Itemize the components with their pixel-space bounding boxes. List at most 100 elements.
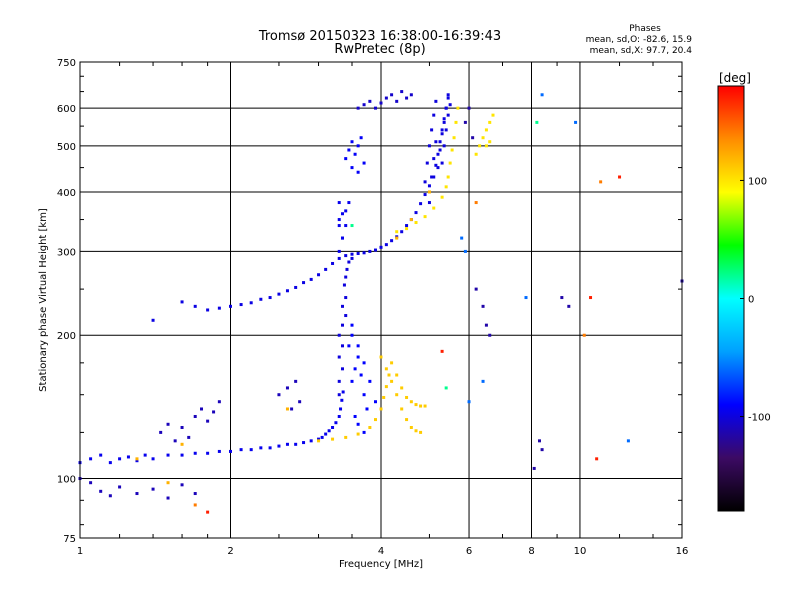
data-point — [344, 275, 348, 279]
data-point — [440, 349, 444, 353]
data-point — [337, 393, 341, 397]
data-point — [229, 304, 232, 308]
data-point — [347, 344, 351, 348]
data-point — [400, 90, 404, 94]
data-point — [540, 448, 544, 452]
data-point — [200, 407, 204, 411]
y-tick-label: 75 — [63, 534, 76, 545]
data-point — [193, 304, 197, 308]
data-point — [309, 277, 313, 281]
x-axis-label: Frequency [MHz] — [339, 559, 423, 570]
data-point — [339, 407, 343, 411]
data-point — [118, 485, 122, 489]
data-point — [180, 442, 184, 446]
data-point — [193, 503, 197, 507]
data-point — [108, 461, 112, 465]
stats-o-line: mean, sd,O: -82.6, 15.9 — [586, 35, 693, 45]
data-point — [368, 249, 372, 253]
data-point — [535, 120, 539, 124]
data-point — [217, 400, 221, 404]
phase-colorbar: [deg] 100 0 -100 — [717, 71, 771, 512]
data-point — [484, 128, 488, 132]
phase-stats: Phases mean, sd,O: -82.6, 15.9 mean, sd,… — [586, 24, 693, 56]
data-point — [135, 492, 139, 496]
colorbar-ticks: 100 0 -100 — [740, 176, 771, 424]
data-point — [277, 393, 281, 397]
data-points — [78, 90, 684, 514]
data-point — [374, 106, 378, 110]
data-point — [193, 414, 197, 418]
data-point — [239, 303, 243, 307]
data-point — [166, 422, 170, 426]
data-point — [324, 432, 328, 436]
data-point — [368, 425, 372, 429]
data-point — [159, 430, 163, 434]
data-point — [356, 344, 360, 348]
data-point — [337, 379, 341, 383]
data-point — [340, 367, 344, 371]
data-point — [409, 218, 413, 222]
x-tick-label: 4 — [378, 546, 384, 557]
data-point — [419, 202, 423, 206]
data-point — [405, 418, 409, 422]
data-point — [337, 355, 341, 359]
data-point — [206, 510, 210, 514]
data-point — [384, 96, 388, 100]
data-point — [356, 355, 360, 359]
y-tick-label: 500 — [57, 142, 76, 153]
data-point — [440, 132, 444, 136]
data-point — [340, 236, 344, 240]
data-point — [446, 96, 450, 100]
data-point — [350, 379, 354, 383]
data-point — [359, 373, 363, 377]
data-point — [344, 224, 348, 228]
data-point — [353, 367, 357, 371]
data-point — [368, 379, 372, 383]
x-tick-label: 8 — [528, 546, 534, 557]
data-point — [481, 379, 485, 383]
title-block: Tromsø 20150323 16:38:00-16:39:43 RwPret… — [258, 29, 501, 57]
data-point — [484, 323, 488, 327]
data-point — [474, 152, 478, 156]
data-point — [481, 304, 485, 308]
y-tick-label: 300 — [57, 247, 76, 258]
data-point — [344, 209, 348, 213]
data-point — [481, 136, 485, 140]
data-point — [173, 439, 177, 443]
data-point — [467, 400, 471, 404]
data-point — [350, 166, 354, 170]
colorbar-scale — [717, 85, 745, 512]
data-point — [344, 157, 348, 161]
data-point — [405, 227, 409, 231]
data-point — [317, 439, 321, 443]
data-point — [390, 93, 394, 97]
data-point — [337, 224, 341, 228]
colorbar-tick-label: 100 — [748, 176, 767, 187]
data-point — [353, 414, 357, 418]
data-point — [135, 457, 139, 461]
data-point — [423, 180, 427, 184]
data-point — [400, 407, 404, 411]
data-point — [414, 403, 418, 407]
data-point — [337, 256, 341, 260]
data-point — [390, 239, 394, 243]
data-point — [229, 449, 232, 453]
data-point — [294, 379, 298, 383]
data-point — [180, 300, 184, 304]
data-point — [356, 144, 360, 148]
data-point — [356, 170, 360, 174]
data-point — [374, 400, 378, 404]
data-point — [356, 432, 360, 436]
data-point — [444, 386, 448, 390]
data-point — [379, 245, 383, 249]
data-point — [180, 453, 184, 457]
data-point — [362, 161, 366, 165]
data-point — [334, 421, 338, 425]
data-point — [432, 157, 436, 161]
data-point — [151, 457, 155, 461]
data-point — [340, 323, 344, 327]
chart-title: Tromsø 20150323 16:38:00-16:39:43 — [258, 29, 501, 44]
data-point — [427, 184, 431, 188]
data-point — [463, 120, 467, 124]
data-point — [337, 218, 341, 222]
